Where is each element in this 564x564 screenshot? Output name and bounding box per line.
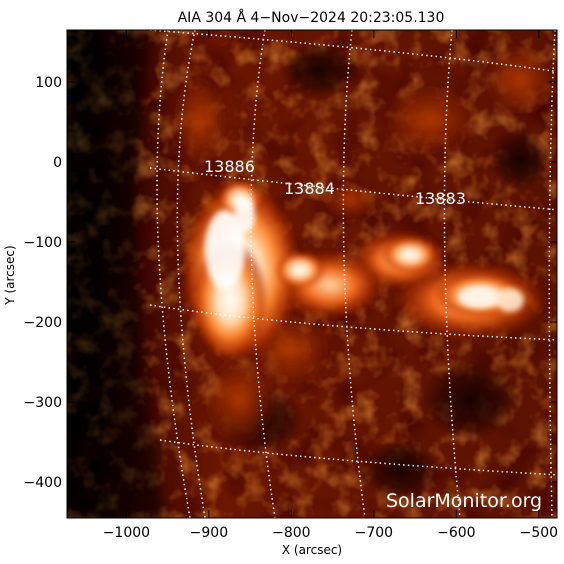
x-tick-label: −600 (437, 525, 475, 541)
plot-title: AIA 304 Å 4−Nov−2024 20:23:05.130 (178, 9, 445, 26)
x-axis-ticks: −1000 −900 −800 −700 −600 −500 (103, 30, 558, 541)
x-tick-label: −800 (272, 525, 310, 541)
y-tick-label: 0 (53, 155, 62, 171)
y-tick-label: −300 (24, 395, 62, 411)
x-tick-label: −700 (355, 525, 393, 541)
y-axis-ticks: 100 0 −100 −200 −300 −400 (24, 75, 557, 491)
heliographic-grid (149, 30, 557, 518)
solar-disk-image: 13886 13884 13883 SolarMonitor.org (67, 30, 557, 518)
y-tick-label: −100 (24, 235, 62, 251)
solarmonitor-watermark: SolarMonitor.org (386, 490, 542, 512)
x-tick-label: −500 (520, 525, 558, 541)
y-axis-label: Y (arcsec) (3, 245, 17, 305)
y-tick-label: 100 (35, 75, 62, 91)
active-region-label: 13886 (204, 157, 255, 176)
active-region-label: 13884 (284, 179, 335, 198)
plot-frame (66, 29, 558, 519)
x-tick-label: −900 (190, 525, 228, 541)
y-tick-label: −400 (24, 475, 62, 491)
active-region-label: 13883 (415, 189, 466, 208)
y-tick-label: −200 (24, 315, 62, 331)
x-axis-label: X (arcsec) (282, 543, 342, 557)
x-tick-label: −1000 (103, 525, 150, 541)
